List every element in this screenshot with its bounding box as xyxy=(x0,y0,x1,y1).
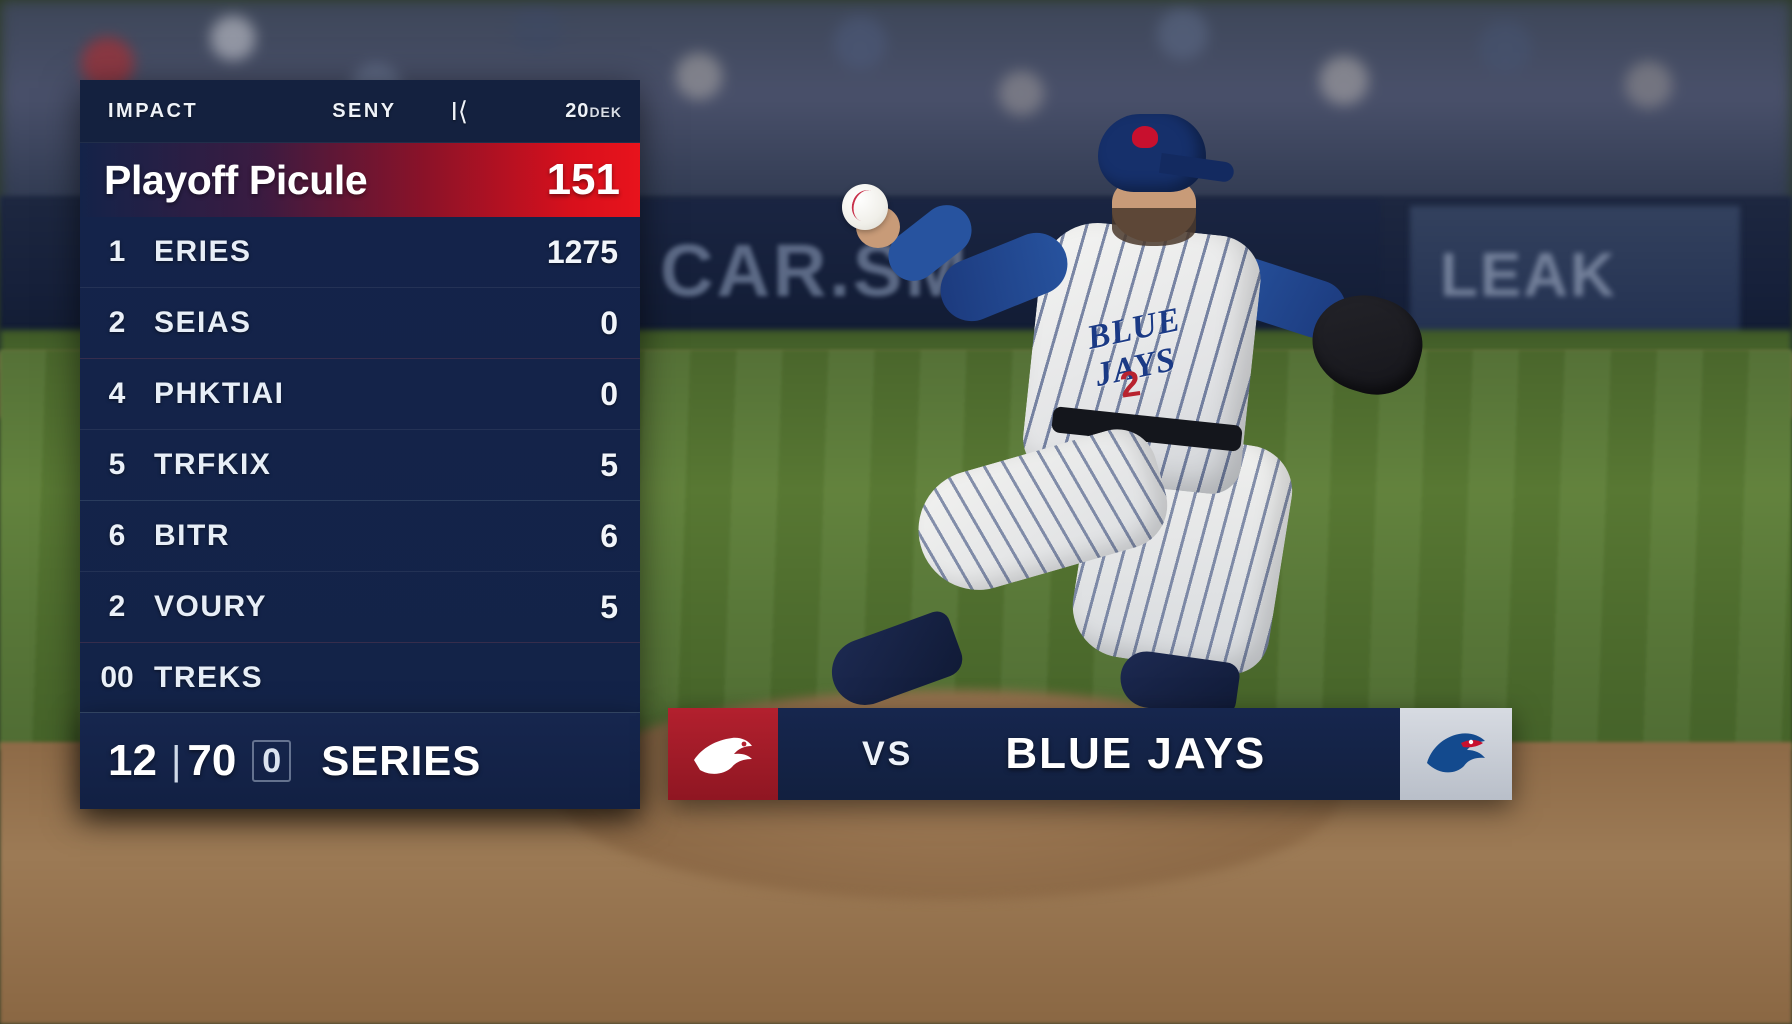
blue-jays-logo-icon[interactable] xyxy=(1400,708,1512,800)
row-rank: 5 xyxy=(108,448,126,481)
pitcher-figure: BLUE JAYS 2 xyxy=(820,100,1460,740)
table-row[interactable]: 1 ERIES 1275 xyxy=(80,217,640,288)
stats-overlay-panel: IMPACT SENY I⟨ 20DEK Playoff Picule 151 … xyxy=(80,80,640,808)
cardinals-logo-icon[interactable] xyxy=(668,708,778,800)
summary-boxed-value: 0 xyxy=(252,740,292,782)
table-row[interactable]: 6 BITR 6 xyxy=(80,501,640,572)
row-name: PHKTIAI xyxy=(154,377,285,410)
table-row[interactable]: 4 PHKTIAI 0 xyxy=(80,359,640,430)
summary-number-primary: 12 xyxy=(108,736,157,785)
row-value: 1275 xyxy=(546,233,618,270)
header-label-seny: SENY xyxy=(332,99,397,122)
row-value: 6 xyxy=(600,517,618,554)
row-name: TRFKIX xyxy=(154,448,272,481)
wall-sign-text: LEAK xyxy=(1440,241,1617,310)
table-row[interactable]: 2 VOURY 5 xyxy=(80,572,640,643)
row-value: 5 xyxy=(600,446,618,483)
row-rank: 00 xyxy=(100,661,134,694)
row-rank: 6 xyxy=(108,519,126,552)
summary-label: SERIES xyxy=(321,737,482,784)
cardinal-bird-icon xyxy=(694,737,752,774)
row-value: 5 xyxy=(600,588,618,625)
row-name: BITR xyxy=(154,519,230,552)
header-year-value: 20 xyxy=(565,99,590,122)
pitcher-beard xyxy=(1112,208,1196,246)
header-year-suffix: DEK xyxy=(589,103,622,120)
row-rank: 2 xyxy=(108,306,126,339)
banner-value: 151 xyxy=(546,155,620,204)
row-name: VOURY xyxy=(154,590,268,623)
header-label-impact: IMPACT xyxy=(108,99,199,122)
table-row[interactable]: 00 TREKS xyxy=(80,643,640,714)
summary-number-secondary: 70 xyxy=(187,736,237,785)
row-name: ERIES xyxy=(154,235,252,268)
summary-separator: | xyxy=(170,738,182,783)
cap-logo-icon xyxy=(1132,126,1158,148)
matchup-bar: VS BLUE JAYS xyxy=(668,708,1512,800)
row-value: 0 xyxy=(600,375,618,412)
table-row[interactable]: 5 TRFKIX 5 xyxy=(80,430,640,501)
table-row[interactable]: 2 SEIAS 0 xyxy=(80,288,640,359)
wall-sign-panel xyxy=(1410,206,1740,346)
row-name: TREKS xyxy=(154,661,264,694)
jersey-number: 2 xyxy=(1117,362,1143,406)
row-name: SEIAS xyxy=(154,306,252,339)
banner-title: Playoff Picule xyxy=(104,156,368,203)
vs-label: VS xyxy=(862,734,914,773)
series-summary-bar: 12 | 70 0 SERIES xyxy=(80,712,640,809)
header-year: 20DEK xyxy=(565,100,622,123)
pitcher-front-shoe xyxy=(822,607,968,715)
row-rank: 4 xyxy=(108,377,126,410)
baseball-icon xyxy=(842,184,888,230)
blue-jay-bird-icon xyxy=(1427,733,1485,773)
overlay-header: IMPACT SENY I⟨ 20DEK xyxy=(80,80,640,143)
network-mark-icon: I⟨ xyxy=(450,95,469,126)
pitcher-cap xyxy=(1098,114,1206,192)
row-value: 0 xyxy=(600,304,618,341)
playoff-picture-banner: Playoff Picule 151 xyxy=(80,143,640,217)
row-rank: 1 xyxy=(108,235,126,268)
row-rank: 2 xyxy=(108,590,126,623)
matchup-center: VS BLUE JAYS xyxy=(778,708,1400,800)
standings-table: 1 ERIES 1275 2 SEIAS 0 4 PHKTIAI 0 5 TRF… xyxy=(80,217,640,714)
team-name-right: BLUE JAYS xyxy=(1005,729,1267,778)
